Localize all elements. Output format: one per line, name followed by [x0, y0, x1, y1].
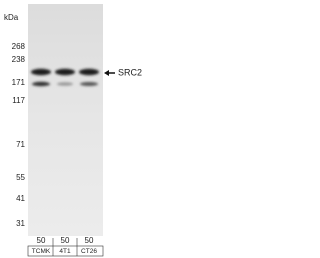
blot-membrane	[28, 4, 103, 236]
band	[31, 68, 51, 76]
lane-amount: 50	[37, 236, 46, 245]
lane-name: CT26	[81, 248, 97, 255]
marker-label: 55	[16, 173, 25, 182]
band	[32, 81, 50, 87]
marker-label: 41	[16, 194, 25, 203]
band	[79, 68, 99, 76]
band	[57, 82, 73, 86]
lane-name: 4T1	[59, 248, 71, 255]
marker-label: 171	[12, 78, 26, 87]
marker-label: 268	[12, 42, 26, 51]
western-blot: kDa SRC2 268 238 171 117 71 55 41 31 50 TCMK 50 4T1…	[4, 4, 142, 257]
band	[80, 82, 98, 86]
marker-label: 117	[12, 96, 25, 105]
marker-label: 238	[12, 55, 26, 64]
target-label: SRC2	[118, 67, 142, 77]
lane-name: TCMK	[32, 248, 51, 255]
kda-label: kDa	[4, 13, 19, 22]
lane-amount: 50	[85, 236, 94, 245]
arrow-head	[104, 70, 109, 76]
band	[55, 68, 75, 76]
lane-box	[27, 245, 104, 257]
marker-label: 31	[16, 219, 25, 228]
marker-label: 71	[16, 140, 25, 149]
lane-amount: 50	[61, 236, 70, 245]
bands	[31, 68, 99, 87]
lane-labels	[27, 238, 104, 257]
